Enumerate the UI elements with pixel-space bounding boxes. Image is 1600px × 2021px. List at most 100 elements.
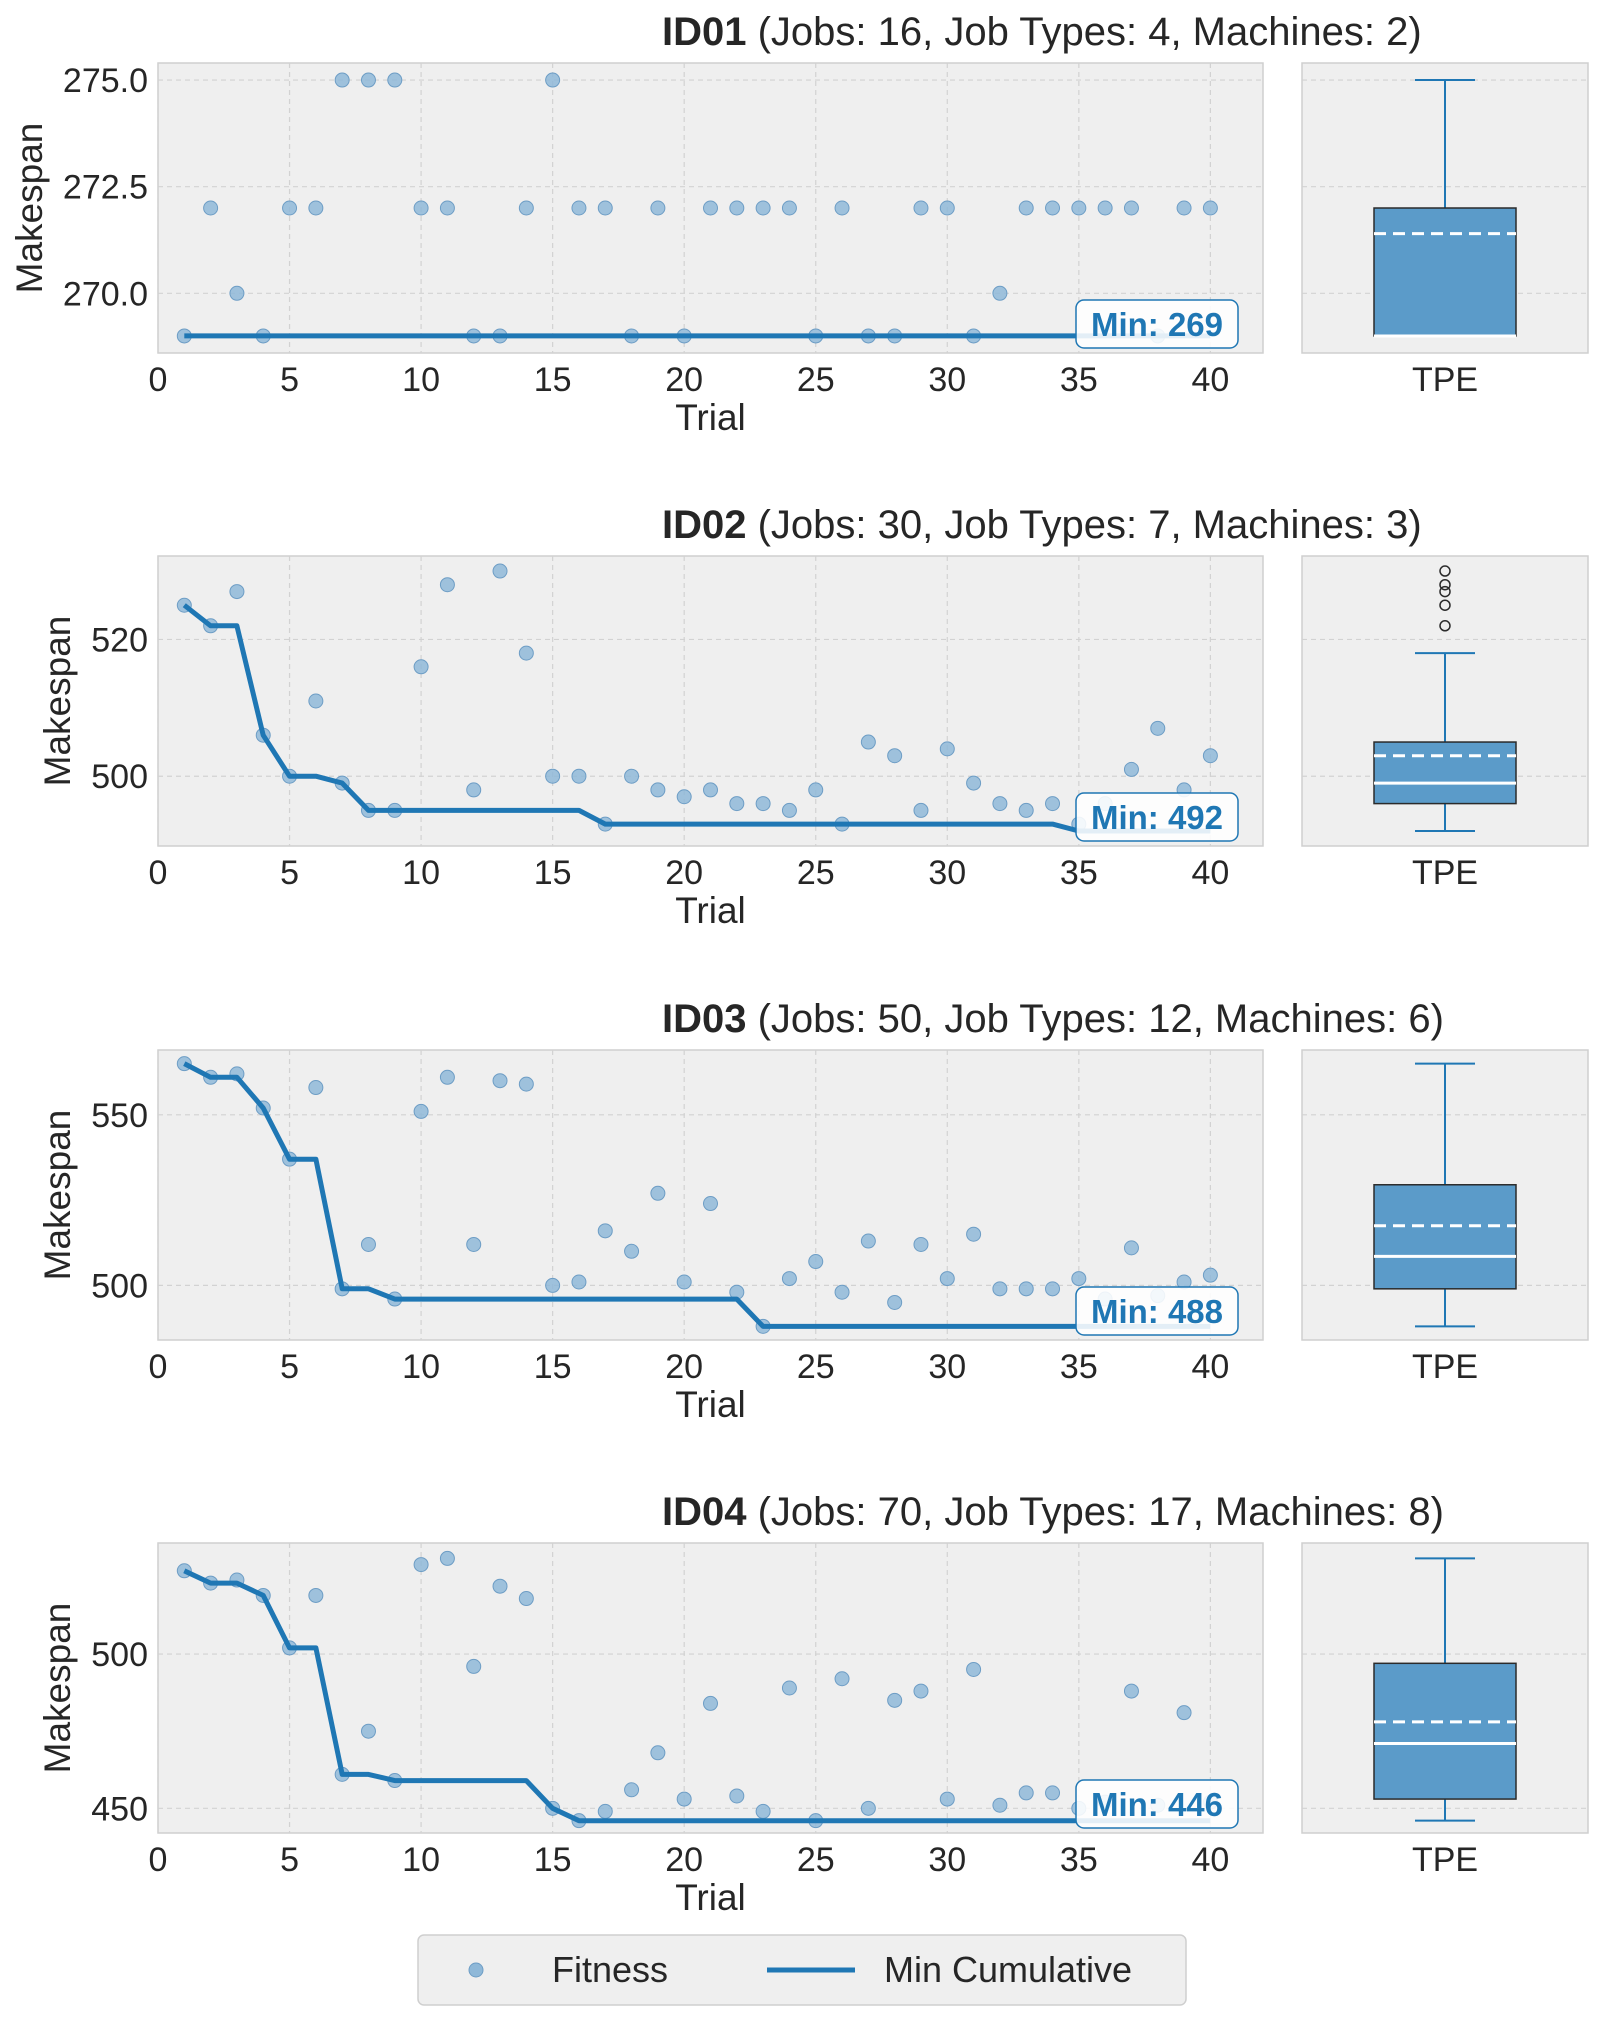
fitness-point bbox=[913, 802, 929, 818]
fitness-point bbox=[597, 1223, 613, 1239]
x-tick-label: 0 bbox=[149, 361, 168, 399]
fitness-point bbox=[860, 1233, 876, 1249]
boxplot-label: TPE bbox=[1412, 361, 1478, 399]
x-axis-label: Trial bbox=[675, 1384, 746, 1425]
fitness-point bbox=[729, 796, 745, 812]
panel-id04: 0 5 10 15 20 25 30 35 40 450 500 Trial Makespan ID04 … bbox=[37, 1490, 1589, 1918]
panel-title-id: ID02 bbox=[662, 503, 747, 547]
fitness-point bbox=[229, 285, 245, 301]
x-tick-label: 30 bbox=[928, 361, 966, 399]
fitness-point bbox=[650, 1185, 666, 1201]
fitness-point bbox=[413, 200, 429, 216]
fitness-point bbox=[334, 72, 350, 88]
x-tick-label: 15 bbox=[534, 361, 572, 399]
min-annotation: Min: 446 bbox=[1075, 1779, 1239, 1829]
fitness-point bbox=[1202, 748, 1218, 764]
fitness-point bbox=[729, 1788, 745, 1804]
fitness-point bbox=[466, 1236, 482, 1252]
x-tick-label: 15 bbox=[534, 854, 572, 892]
fitness-point bbox=[887, 748, 903, 764]
fitness-point bbox=[413, 1557, 429, 1573]
x-tick-label: 10 bbox=[402, 1841, 440, 1879]
fitness-point bbox=[887, 1294, 903, 1310]
fitness-point bbox=[992, 796, 1008, 812]
panel-title-details: (Jobs: 50, Job Types: 12, Machines: 6) bbox=[747, 997, 1444, 1041]
x-tick-label: 5 bbox=[280, 1841, 299, 1879]
min-annotation-text: Min: 492 bbox=[1091, 799, 1223, 836]
fitness-point bbox=[1150, 720, 1166, 736]
box-iqr bbox=[1373, 1662, 1517, 1800]
outlier-point bbox=[1439, 620, 1451, 632]
x-axis-label: Trial bbox=[675, 1877, 746, 1918]
min-annotation: Min: 269 bbox=[1075, 299, 1239, 349]
min-annotation-box bbox=[1075, 299, 1239, 349]
fitness-point bbox=[703, 1695, 718, 1711]
fitness-point bbox=[755, 200, 771, 216]
panel-title-id: ID04 bbox=[662, 1490, 747, 1534]
y-tick-label: 550 bbox=[91, 1097, 148, 1135]
panel-id02: 0 5 10 15 20 25 30 35 40 500 520 Trial Makespan ID02 … bbox=[37, 503, 1589, 931]
x-tick-label: 20 bbox=[665, 854, 703, 892]
y-tick-label: 500 bbox=[91, 758, 148, 796]
fitness-point bbox=[992, 285, 1008, 301]
fitness-point bbox=[360, 72, 376, 88]
y-axis-label: Makespan bbox=[37, 1603, 78, 1774]
fitness-point bbox=[413, 659, 429, 675]
fitness-point bbox=[492, 1578, 508, 1594]
x-axis-label: Trial bbox=[675, 890, 746, 931]
fitness-point bbox=[466, 782, 482, 798]
min-cumulative-line bbox=[182, 603, 1211, 834]
y-tick-label: 272.5 bbox=[63, 169, 148, 207]
fitness-point bbox=[466, 1658, 482, 1674]
panel-title: ID02 (Jobs: 30, Job Types: 7, Machines: … bbox=[662, 503, 1422, 547]
box-iqr bbox=[1373, 741, 1517, 805]
min-annotation-text: Min: 269 bbox=[1091, 306, 1223, 343]
outlier-point bbox=[1439, 565, 1451, 577]
fitness-point bbox=[439, 1069, 455, 1085]
boxplot bbox=[1373, 1557, 1517, 1822]
fitness-point bbox=[1123, 1240, 1139, 1256]
fitness-point bbox=[1018, 1281, 1034, 1297]
panel-title-id: ID03 bbox=[662, 997, 747, 1041]
fitness-point bbox=[1097, 200, 1113, 216]
fitness-point bbox=[229, 584, 245, 600]
fitness-point bbox=[1123, 761, 1139, 777]
panel-id01: 0 5 10 15 20 25 30 35 40 270.0 272.5 275.0 Trial Make… bbox=[9, 10, 1589, 438]
x-tick-label: 20 bbox=[665, 1841, 703, 1879]
fitness-point bbox=[308, 200, 324, 216]
fitness-point bbox=[439, 577, 455, 593]
min-cumulative-line bbox=[183, 1568, 1211, 1824]
fitness-point bbox=[439, 1550, 455, 1566]
box-iqr bbox=[1373, 207, 1517, 337]
x-tick-label: 5 bbox=[280, 854, 299, 892]
outlier-point bbox=[1439, 599, 1451, 611]
fitness-point bbox=[1071, 200, 1087, 216]
panel-title-details: (Jobs: 70, Job Types: 17, Machines: 8) bbox=[747, 1490, 1444, 1534]
fitness-point bbox=[1176, 200, 1192, 216]
panel-title-id: ID01 bbox=[662, 10, 747, 54]
fitness-point bbox=[781, 802, 797, 818]
fitness-point bbox=[860, 734, 876, 750]
fitness-point bbox=[808, 782, 824, 798]
fitness-point bbox=[939, 741, 955, 757]
y-tick-label: 270.0 bbox=[63, 275, 148, 313]
fitness-point bbox=[755, 796, 771, 812]
fitness-point bbox=[413, 1103, 429, 1119]
y-tick-label: 500 bbox=[91, 1267, 148, 1305]
fitness-point bbox=[518, 1076, 534, 1092]
fitness-point bbox=[913, 1683, 929, 1699]
fitness-point bbox=[282, 200, 298, 216]
panel-title-details: (Jobs: 16, Job Types: 4, Machines: 2) bbox=[747, 10, 1422, 54]
panel-title: ID01 (Jobs: 16, Job Types: 4, Machines: … bbox=[662, 10, 1422, 54]
min-annotation: Min: 488 bbox=[1075, 1286, 1239, 1336]
fitness-point bbox=[887, 1692, 903, 1708]
fitness-point bbox=[439, 200, 455, 216]
fitness-point bbox=[518, 200, 534, 216]
fitness-point bbox=[729, 200, 745, 216]
fitness-point bbox=[676, 789, 692, 805]
fitness-point bbox=[624, 1243, 640, 1259]
fitness-point bbox=[703, 782, 718, 798]
fitness-point bbox=[308, 693, 324, 709]
x-tick-label: 30 bbox=[928, 1841, 966, 1879]
fitness-point bbox=[650, 1745, 666, 1761]
